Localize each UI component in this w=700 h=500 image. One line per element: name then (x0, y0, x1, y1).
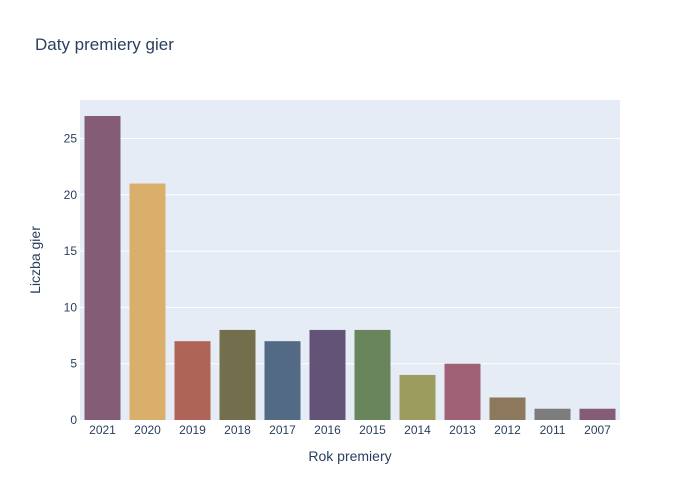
gridlines (80, 138, 620, 365)
y-tick-label: 5 (70, 357, 77, 371)
x-tick-labels: 2021 2020 2019 2018 2017 2016 2015 2014 2013 2012… (89, 423, 611, 437)
y-axis-label: Liczba gier (27, 226, 43, 294)
bar-2011[interactable] (534, 408, 571, 420)
bars (84, 115, 616, 420)
x-tick-label: 2016 (314, 423, 341, 437)
bar-2020[interactable] (129, 183, 166, 420)
y-tick-label: 25 (64, 132, 78, 146)
y-tick-label: 10 (64, 300, 78, 314)
x-axis-label: Rok premiery (308, 448, 391, 464)
bar-2007[interactable] (579, 408, 616, 420)
y-tick-label: 20 (64, 188, 78, 202)
bar-2012[interactable] (489, 397, 526, 420)
x-tick-label: 2011 (540, 423, 566, 437)
x-tick-label: 2018 (224, 423, 251, 437)
y-tick-label: 0 (70, 413, 77, 427)
x-tick-label: 2013 (449, 423, 476, 437)
bar-2015[interactable] (354, 329, 391, 420)
bar-2019[interactable] (174, 341, 211, 420)
chart-title: Daty premiery gier (35, 35, 174, 54)
x-tick-label: 2020 (134, 423, 161, 437)
bar-2013[interactable] (444, 363, 481, 420)
bar-2016[interactable] (309, 329, 346, 420)
bar-2021[interactable] (84, 115, 121, 420)
plot-area (80, 100, 620, 420)
x-tick-label: 2007 (584, 423, 611, 437)
x-tick-label: 2015 (359, 423, 386, 437)
y-tick-label: 15 (64, 244, 78, 258)
x-tick-label: 2017 (269, 423, 296, 437)
x-tick-label: 2021 (89, 423, 116, 437)
bar-2017[interactable] (264, 341, 301, 420)
y-tick-labels: 0 5 10 15 20 25 (64, 132, 78, 427)
bar-2014[interactable] (399, 374, 436, 420)
x-tick-label: 2019 (179, 423, 206, 437)
x-tick-label: 2014 (404, 423, 431, 437)
bar-2018[interactable] (219, 329, 256, 420)
x-tick-label: 2012 (494, 423, 521, 437)
